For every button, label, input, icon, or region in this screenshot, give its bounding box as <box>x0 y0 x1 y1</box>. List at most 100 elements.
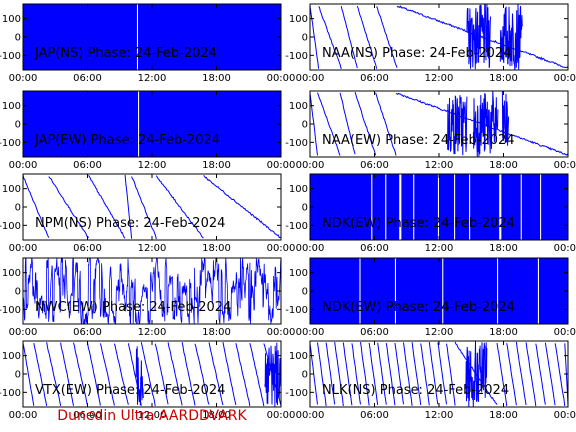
x-tick-label: 12:00 <box>425 410 454 421</box>
phase-panel-1: 100 0 -100 00:00 06:00 12:00 18:00 00:00 NAA(NS)… <box>285 3 576 84</box>
panel-title: NWC(EW) Phase: 24-Feb-2024 <box>35 300 231 315</box>
y-tick-label: -100 <box>285 388 308 399</box>
saturated-trace <box>23 91 281 157</box>
x-tick-label: 12:00 <box>425 160 454 171</box>
x-tick-label: 18:00 <box>202 327 231 338</box>
saturated-trace <box>310 258 568 324</box>
x-tick-label: 18:00 <box>202 410 231 421</box>
phase-trace <box>23 174 281 240</box>
noisy-trace <box>264 342 281 407</box>
x-tick-label: 00:00 <box>554 73 576 84</box>
y-tick-label: 100 <box>289 351 308 362</box>
x-tick-label: 00:00 <box>9 243 38 254</box>
x-tick-label: 18:00 <box>202 243 231 254</box>
x-tick-label: 00:00 <box>267 73 296 84</box>
x-tick-label: 18:00 <box>489 243 518 254</box>
x-tick-label: 06:00 <box>73 160 102 171</box>
panel-title: JAP(NS) Phase: 24-Feb-2024 <box>34 46 217 61</box>
y-tick-label: -100 <box>0 138 21 149</box>
x-tick-label: 00:00 <box>9 160 38 171</box>
panel-title: NAA(NS) Phase: 24-Feb-2024 <box>322 46 511 61</box>
y-tick-label: -100 <box>0 51 21 62</box>
y-tick-label: 0 <box>15 287 21 298</box>
phase-trace <box>310 5 568 70</box>
y-tick-label: 0 <box>15 203 21 214</box>
y-tick-label: -100 <box>0 305 21 316</box>
trace-gap <box>469 174 471 240</box>
y-tick-label: 100 <box>2 351 21 362</box>
x-tick-label: 00:00 <box>554 327 576 338</box>
x-tick-label: 06:00 <box>73 327 102 338</box>
noisy-trace <box>501 91 510 146</box>
noisy-trace <box>466 4 491 70</box>
y-tick-label: 100 <box>289 14 308 25</box>
x-tick-label: 00:00 <box>554 243 576 254</box>
phase-panel-3: 100 0 -100 00:00 06:00 12:00 18:00 00:00 NAA(EW)… <box>285 90 576 171</box>
phase-panel-7: 100 0 -100 00:00 06:00 12:00 18:00 00:00 NDK(EW)… <box>285 257 576 338</box>
trace-gap <box>394 258 396 324</box>
y-tick-label: -100 <box>285 51 308 62</box>
series-area <box>23 342 281 407</box>
y-tick-label: 100 <box>2 184 21 195</box>
phase-panel-9: 100 0 -100 00:00 06:00 12:00 18:00 00:00 NLK(NS)… <box>285 340 576 421</box>
x-tick-label: 00:00 <box>296 160 325 171</box>
y-tick-label: 0 <box>15 120 21 131</box>
x-tick-label: 06:00 <box>360 160 389 171</box>
x-tick-label: 00:00 <box>9 73 38 84</box>
y-tick-label: -100 <box>0 221 21 232</box>
trace-gap <box>499 174 502 240</box>
trace-gap <box>136 4 139 70</box>
x-tick-label: 00:00 <box>9 410 38 421</box>
x-tick-label: 18:00 <box>489 160 518 171</box>
phase-trace <box>23 258 281 324</box>
x-tick-label: 00:00 <box>296 243 325 254</box>
x-tick-label: 06:00 <box>360 243 389 254</box>
x-tick-label: 12:00 <box>425 327 454 338</box>
panel-title: NDK(EW) Phase: 24-Feb-2024 <box>322 216 515 231</box>
trace-gap <box>359 258 361 324</box>
x-tick-label: 06:00 <box>73 243 102 254</box>
x-tick-label: 12:00 <box>138 243 167 254</box>
x-tick-label: 00:00 <box>267 160 296 171</box>
x-tick-label: 06:00 <box>360 410 389 421</box>
series-area <box>310 174 568 240</box>
x-tick-label: 06:00 <box>360 327 389 338</box>
y-tick-label: 100 <box>289 268 308 279</box>
noisy-trace <box>472 91 499 157</box>
panel-title: NLK(NS) Phase: 24-Feb-2024 <box>322 383 509 398</box>
y-tick-label: 0 <box>15 370 21 381</box>
trace-gap <box>540 174 542 240</box>
x-tick-label: 06:00 <box>360 73 389 84</box>
x-tick-label: 06:00 <box>73 73 102 84</box>
x-tick-label: 12:00 <box>425 73 454 84</box>
series-area <box>310 341 568 407</box>
noisy-trace <box>465 341 488 407</box>
series-area <box>23 91 281 157</box>
x-tick-label: 00:00 <box>267 243 296 254</box>
trace-gap <box>437 174 439 240</box>
x-tick-label: 00:00 <box>296 410 325 421</box>
noisy-trace <box>447 95 468 156</box>
phase-panel-4: 100 0 -100 00:00 06:00 12:00 18:00 00:00 NPM(NS)… <box>0 173 296 254</box>
phase-panel-8: 100 0 -100 00:00 06:00 12:00 18:00 00:00 VTX(EW)… <box>0 340 296 421</box>
trace-gap <box>413 174 415 240</box>
y-tick-label: -100 <box>285 305 308 316</box>
y-tick-label: 100 <box>2 14 21 25</box>
trace-gap <box>454 174 456 240</box>
noisy-trace <box>499 4 523 70</box>
x-tick-label: 18:00 <box>202 73 231 84</box>
x-tick-label: 12:00 <box>138 410 167 421</box>
x-tick-label: 12:00 <box>138 160 167 171</box>
series-area <box>310 258 568 324</box>
phase-panel-6: 100 0 -100 00:00 06:00 12:00 18:00 00:00 NWC(EW)… <box>0 257 295 338</box>
x-tick-label: 18:00 <box>489 410 518 421</box>
series-area <box>310 91 568 157</box>
y-tick-label: -100 <box>0 388 21 399</box>
x-tick-label: 00:00 <box>267 410 296 421</box>
panel-title: JAP(EW) Phase: 24-Feb-2024 <box>34 133 220 148</box>
y-tick-label: 0 <box>302 203 308 214</box>
y-tick-label: 0 <box>302 120 308 131</box>
trace-gap <box>385 174 387 240</box>
y-tick-label: 0 <box>302 33 308 44</box>
